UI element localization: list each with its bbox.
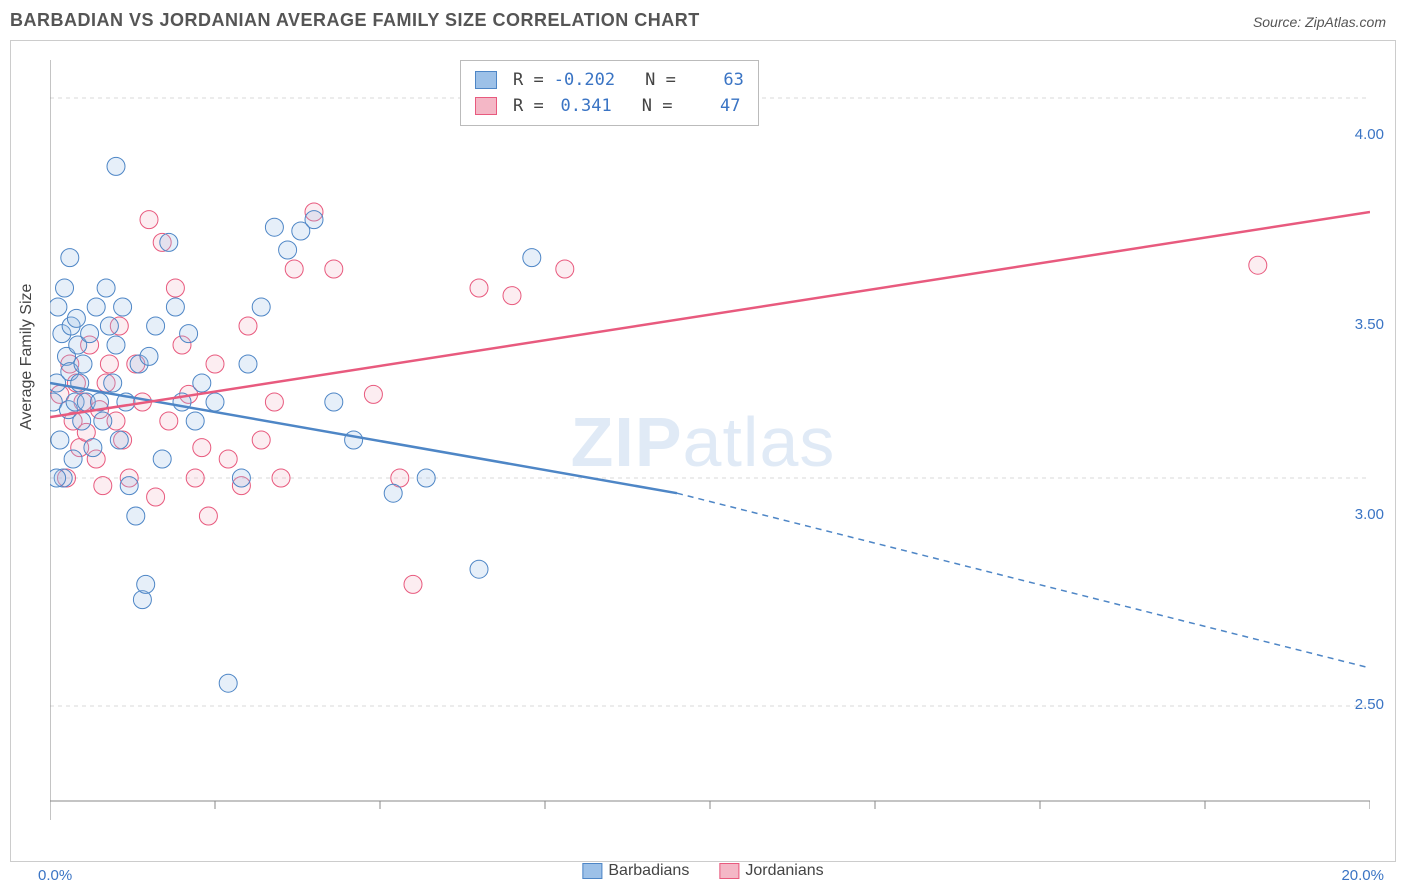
legend-item-barbadians: Barbadians	[582, 862, 689, 880]
y-axis-label: Average Family Size	[18, 284, 36, 430]
correlation-row-barbadians: R =-0.202 N =63	[475, 67, 744, 93]
chart-source: Source: ZipAtlas.com	[1253, 14, 1386, 30]
y-tick-label: 2.50	[1355, 696, 1384, 713]
y-tick-label: 3.00	[1355, 506, 1384, 523]
legend-bottom: Barbadians Jordanians	[582, 862, 823, 880]
y-tick-label: 4.00	[1355, 126, 1384, 143]
x-axis-min-label: 0.0%	[38, 867, 72, 884]
correlation-box: R =-0.202 N =63 R =0.341 N =47	[460, 60, 759, 126]
chart-title: BARBADIAN VS JORDANIAN AVERAGE FAMILY SI…	[10, 10, 700, 31]
y-tick-label: 3.50	[1355, 316, 1384, 333]
correlation-row-jordanians: R =0.341 N =47	[475, 93, 744, 119]
x-axis-max-label: 20.0%	[1341, 867, 1384, 884]
legend-item-jordanians: Jordanians	[719, 862, 823, 880]
plot-area	[50, 60, 1370, 820]
